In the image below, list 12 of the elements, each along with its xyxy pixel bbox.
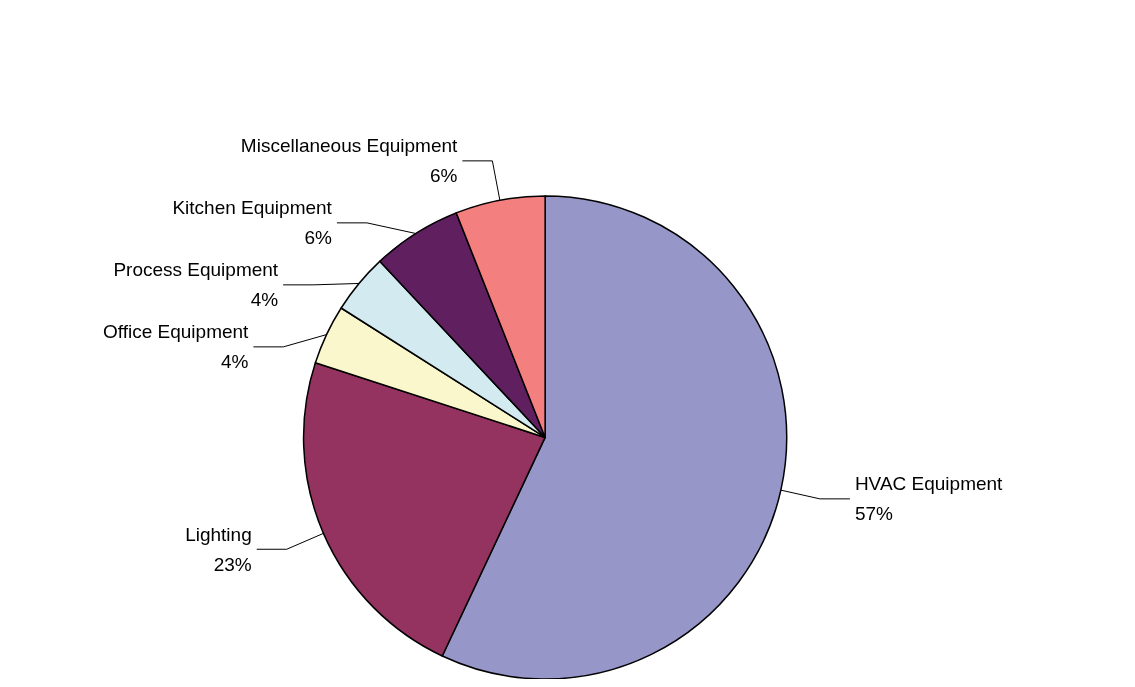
slice-label: Kitchen Equipment [172, 197, 333, 219]
slice-label: HVAC Equipment [854, 473, 1004, 495]
data-label: 57% [854, 503, 894, 525]
data-label: 6% [304, 227, 332, 249]
data-label: 4% [250, 289, 279, 311]
slice-label: Process Equipment [113, 259, 279, 281]
slice-label: Lighting [185, 523, 252, 545]
data-label: 23% [213, 553, 252, 575]
slice-label: Miscellaneous Equipment [240, 135, 459, 157]
slice-label: Office Equipment [103, 321, 250, 343]
data-label: 6% [429, 165, 458, 187]
data-label: 4% [220, 351, 249, 373]
